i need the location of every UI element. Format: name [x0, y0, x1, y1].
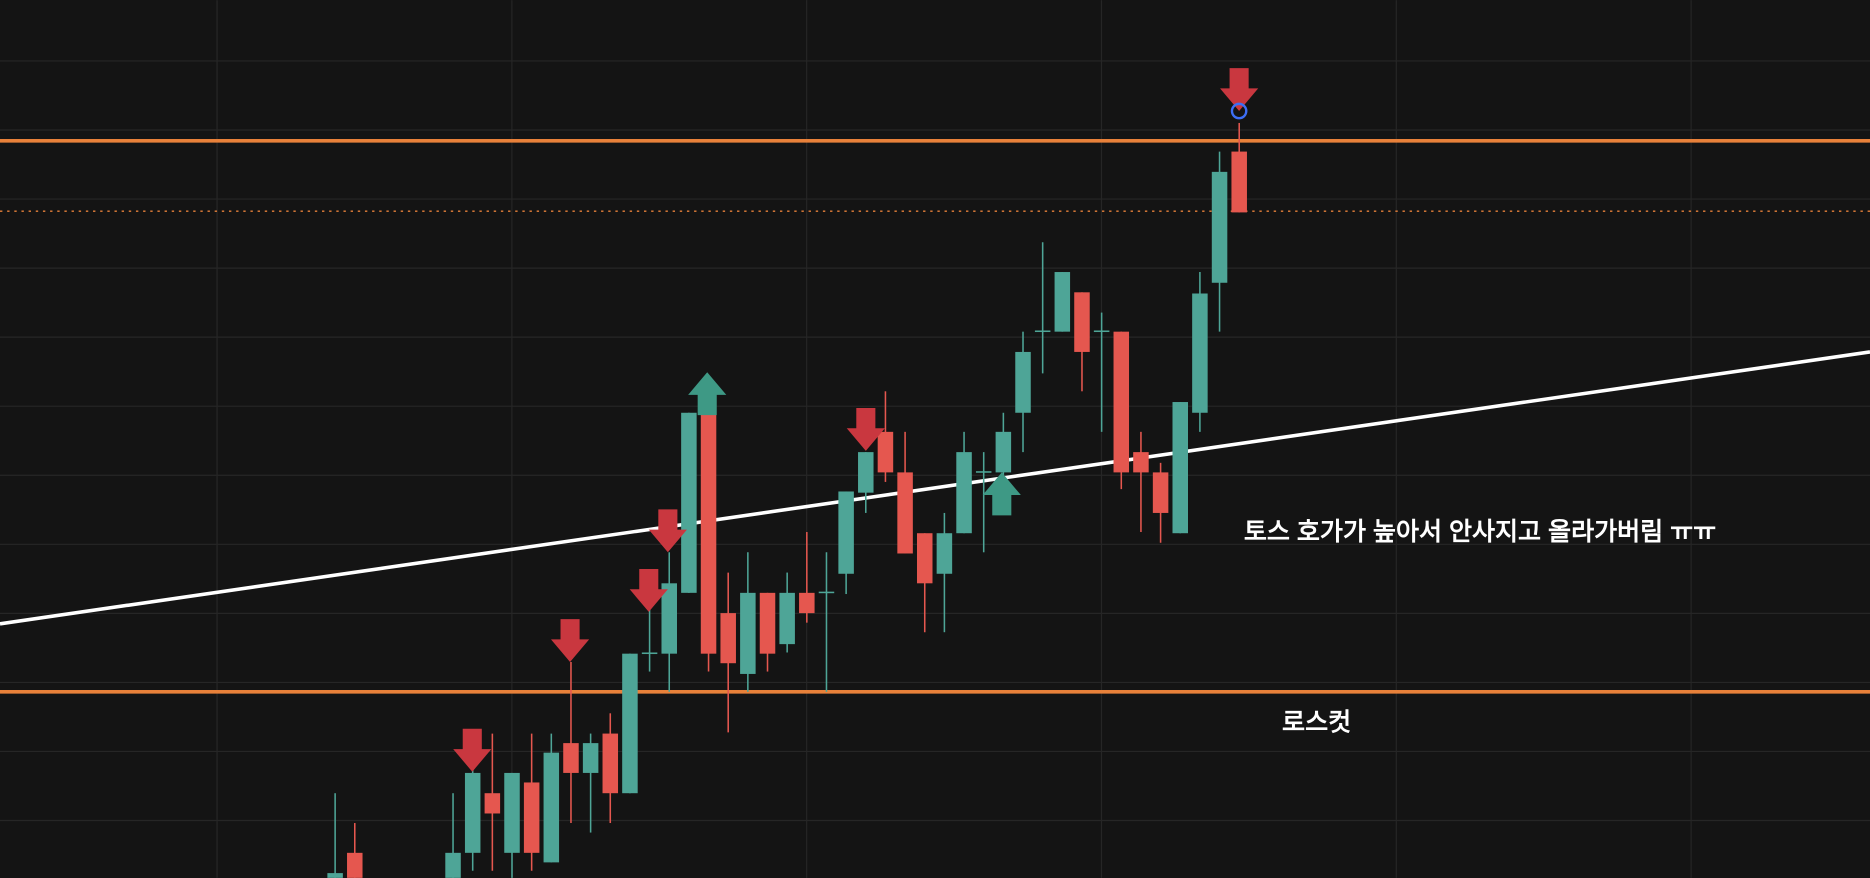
candle-body: [1172, 402, 1188, 534]
candle-body: [897, 472, 913, 554]
candle-body: [582, 743, 599, 773]
candle-body: [916, 533, 933, 584]
candle-body: [759, 592, 776, 654]
candle-body: [1093, 330, 1110, 333]
candle-body: [799, 592, 815, 614]
signal-arrow-down: [629, 568, 668, 612]
signal-arrow-down: [648, 509, 687, 553]
signal-arrow-down: [1220, 68, 1259, 112]
candle-body: [740, 592, 756, 674]
candle-body: [877, 431, 894, 473]
candle-body: [445, 852, 461, 878]
signal-arrow-down: [846, 407, 885, 451]
trendline: [0, 350, 1870, 626]
candle-body: [681, 412, 697, 593]
signal-arrow-up: [688, 372, 727, 416]
candle-body: [975, 471, 992, 473]
candle-body: [1133, 452, 1149, 473]
candle-body: [1015, 351, 1031, 413]
candle-body: [779, 592, 795, 645]
candle-body: [504, 772, 520, 853]
candle-body: [1074, 292, 1090, 352]
candle-body: [858, 452, 874, 493]
signal-arrow-down: [453, 728, 492, 772]
candle-body: [563, 743, 579, 773]
candle-body: [720, 613, 736, 664]
marks: [0, 68, 1870, 878]
candle-body: [523, 782, 540, 853]
candle-body: [661, 583, 677, 654]
candle-body: [602, 733, 619, 794]
candle-body: [1054, 272, 1071, 332]
candle-body: [700, 412, 717, 654]
candle-body: [1152, 472, 1169, 513]
signal-circle: [1230, 102, 1248, 120]
annotation: 토스 호가가 높아서 안사지고 올라가버림 ㅠㅠ: [1244, 518, 1716, 546]
candle-body: [622, 653, 638, 794]
candle-body: [1211, 171, 1228, 283]
candle-body: [464, 772, 481, 853]
candle-body: [838, 491, 854, 574]
candle-body: [818, 591, 835, 594]
candle-body: [641, 652, 658, 655]
candle-body: [347, 852, 363, 878]
candle-body: [1231, 151, 1247, 213]
candle-body: [1034, 330, 1051, 333]
signal-arrow-down: [550, 619, 590, 663]
annotation: 로스컷: [1282, 709, 1351, 737]
candle-body: [543, 752, 560, 863]
candle-body: [936, 533, 953, 574]
candle-body: [995, 431, 1012, 473]
candle-body: [956, 452, 972, 534]
candle-body: [327, 873, 343, 878]
candle-body: [1113, 331, 1130, 473]
candle-body: [1192, 293, 1208, 413]
candle-body: [484, 793, 501, 814]
signal-arrow-up: [982, 472, 1021, 516]
